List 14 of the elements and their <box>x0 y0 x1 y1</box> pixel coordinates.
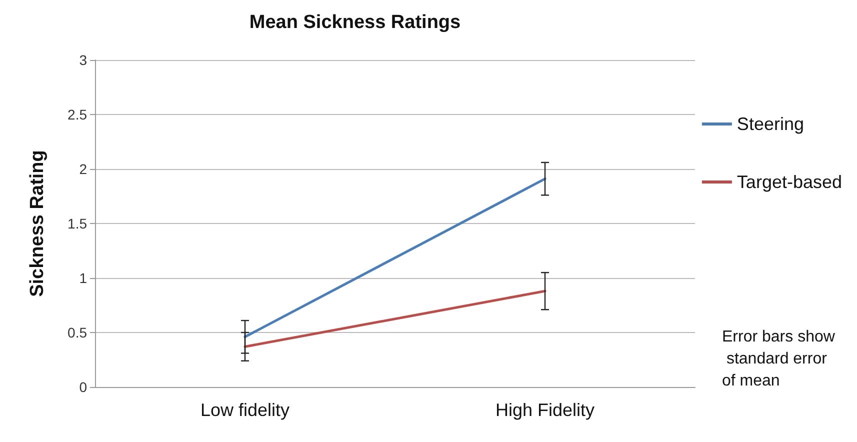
legend-label: Steering <box>736 114 804 134</box>
y-tick-label: 1.5 <box>68 216 88 232</box>
y-tick-label: 3 <box>79 52 88 68</box>
y-axis-title: Sickness Rating <box>27 150 48 297</box>
x-tick-label: Low fidelity <box>200 400 290 420</box>
y-tick-label: 2.5 <box>68 106 88 122</box>
text: Error bars show standard error of mean <box>722 328 836 390</box>
y-tick-label: 0 <box>79 379 88 395</box>
y-tick-label: 0.5 <box>68 324 88 340</box>
legend-label: Target-based <box>736 172 842 192</box>
x-tick-label: High Fidelity <box>495 400 595 420</box>
y-tick-label: 2 <box>79 161 88 177</box>
chart-title: Mean Sickness Ratings <box>249 12 461 33</box>
y-tick-label: 1 <box>79 270 88 286</box>
